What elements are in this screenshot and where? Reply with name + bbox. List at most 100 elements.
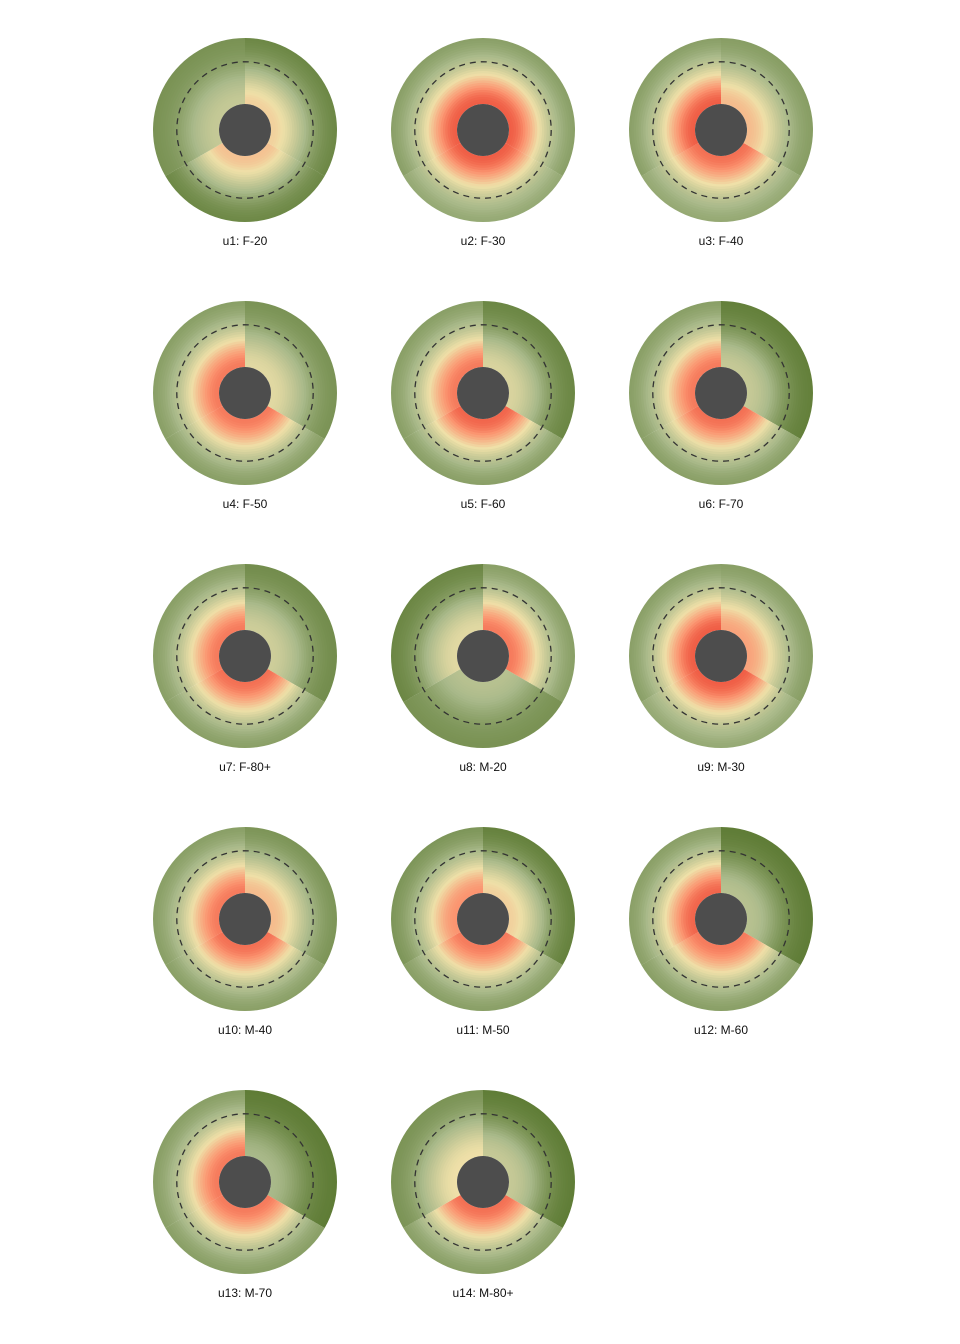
sector-ring [721, 307, 807, 436]
sector-ring [721, 838, 802, 960]
sector-ring [451, 935, 515, 956]
sector-ring [245, 56, 319, 167]
sector-ring [721, 60, 791, 165]
sector-ring [447, 937, 519, 960]
sector-ring [721, 603, 774, 683]
sector-ring [656, 65, 721, 163]
sector-2 [403, 932, 563, 1011]
sector-ring [213, 409, 277, 430]
sector-ring [444, 617, 483, 676]
sector-ring [483, 875, 527, 941]
sector-ring [178, 589, 245, 690]
sector-ring [483, 1131, 534, 1208]
sector-ring [483, 359, 517, 410]
sector-ring [204, 352, 245, 414]
sector-ring [439, 153, 527, 181]
sector-ring [201, 349, 245, 415]
sector-ring [457, 406, 509, 422]
sector-ring [721, 845, 795, 956]
sector-ring [187, 335, 245, 422]
sector-ring [216, 101, 245, 145]
sector-ring [209, 411, 281, 434]
panel-label: u12: M-60 [693, 1023, 749, 1037]
sector-ring [197, 155, 293, 185]
sector-ring [483, 835, 567, 961]
sector-ring [432, 868, 483, 945]
sector-ring [427, 160, 539, 195]
sector-ring [483, 847, 555, 955]
sector-ring [185, 333, 245, 423]
sector-ring [667, 422, 775, 455]
sector-ring [191, 159, 299, 192]
sector-ring [435, 944, 531, 974]
sector-ring [425, 161, 541, 197]
sector-ring [679, 415, 763, 441]
sector-ring [644, 53, 721, 169]
sector-ring [245, 49, 326, 171]
sector-ring [721, 93, 758, 149]
sector-ring [675, 417, 767, 446]
sector-ring [721, 627, 750, 671]
sector-ring [245, 1143, 284, 1202]
sector-ring [677, 416, 765, 444]
sector-ring [691, 671, 751, 690]
panel-label: u11: M-50 [456, 1023, 510, 1037]
sector-ring [483, 852, 550, 953]
sector-ring [666, 75, 721, 158]
sector-ring [483, 328, 548, 426]
sector-ring [153, 827, 245, 965]
sector-ring [187, 161, 303, 197]
sector-ring [483, 586, 553, 691]
sector-ring [429, 422, 537, 455]
sector-ring [655, 692, 787, 733]
sector-ring [659, 953, 783, 991]
sector-ring [183, 331, 245, 424]
sector-ring [217, 144, 273, 162]
sector-ring [721, 305, 809, 437]
sector-ring [175, 694, 315, 737]
sector-ring [185, 952, 305, 989]
sector-ring [483, 615, 524, 677]
sector-ring [430, 866, 483, 946]
sector-ring [171, 1108, 245, 1219]
sector-ring [245, 1108, 319, 1219]
sector-ring [668, 603, 721, 683]
sector-ring [435, 1207, 531, 1237]
sector-ring [419, 691, 547, 730]
sector-ring [421, 1120, 483, 1213]
radial-plot [153, 564, 337, 748]
sector-ring [644, 172, 798, 218]
sector-ring [423, 952, 543, 989]
sector-2 [403, 406, 563, 485]
sector-ring [245, 89, 286, 151]
sector-ring [411, 1110, 483, 1218]
sector-ring [646, 171, 796, 216]
sector-ring [201, 612, 245, 678]
sector-ring [483, 1150, 515, 1198]
sector-ring [721, 854, 786, 952]
sector-ring [185, 689, 305, 726]
sector-ring [483, 575, 564, 697]
sector-ring [663, 950, 779, 986]
sector-ring [395, 42, 483, 174]
sector-ring [675, 154, 767, 183]
sector-ring [483, 605, 534, 682]
sector-ring [442, 1141, 483, 1203]
sector-ring [195, 157, 295, 188]
sector-ring [689, 146, 753, 167]
sector-ring [206, 1143, 245, 1202]
sector-ring [194, 868, 245, 945]
sector-ring [177, 430, 313, 472]
sector-ring [483, 1148, 517, 1199]
sector-ring [685, 674, 757, 697]
sector-ring [453, 408, 513, 427]
sector-ring [211, 96, 245, 147]
sector-ring [175, 586, 245, 691]
sector-ring [721, 39, 812, 176]
sector-ring [164, 1101, 245, 1223]
sector-ring [673, 871, 721, 943]
sector-ring [681, 151, 761, 176]
sector-ring [177, 167, 313, 209]
sector-ring [175, 1112, 245, 1217]
